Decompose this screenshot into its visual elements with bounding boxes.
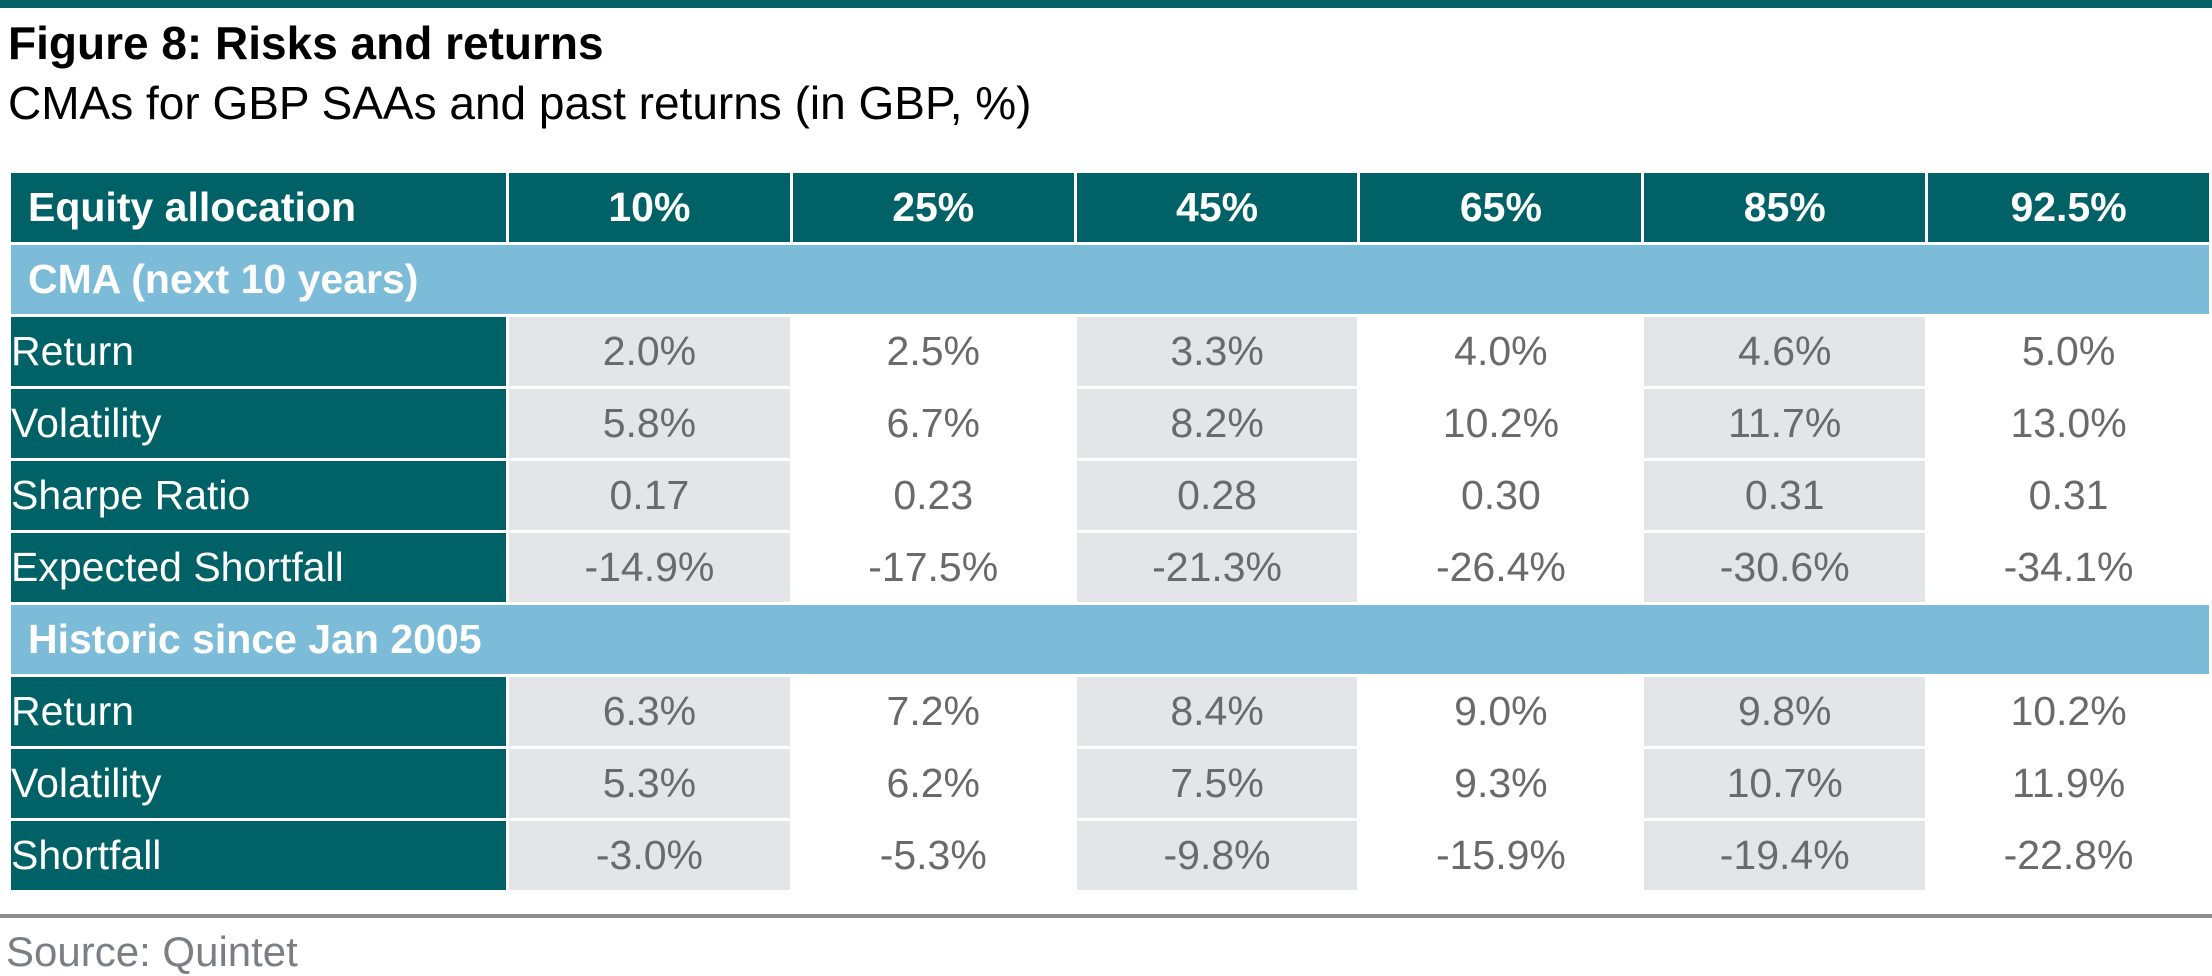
table-row: Expected Shortfall -14.9% -17.5% -21.3% -26.… [11,533,2209,602]
table-row: Return 2.0% 2.5% 3.3% 4.0% 4.6% 5.0% [11,317,2209,386]
value-cell: -21.3% [1076,533,1358,602]
value-cell: 3.3% [1076,317,1358,386]
value-cell: 9.8% [1644,677,1926,746]
section-label: CMA (next 10 years) [11,245,2209,314]
table-row: Sharpe Ratio 0.17 0.23 0.28 0.30 0.31 0.31 [11,461,2209,530]
row-label: Shortfall [11,821,506,890]
value-cell: 0.31 [1928,461,2209,530]
value-cell: 7.5% [1076,749,1358,818]
header-row: Equity allocation 10% 25% 45% 65% 85% 92.5% [11,173,2209,242]
value-cell: 11.9% [1928,749,2209,818]
value-cell: -22.8% [1928,821,2209,890]
header-label-cell: Equity allocation [11,173,506,242]
value-cell: 2.0% [509,317,790,386]
value-cell: 10.2% [1928,677,2209,746]
value-cell: -5.3% [792,821,1074,890]
table-row: Volatility 5.8% 6.7% 8.2% 10.2% 11.7% 13.0% [11,389,2209,458]
value-cell: 5.0% [1928,317,2209,386]
value-cell: -17.5% [792,533,1074,602]
value-cell: 6.7% [792,389,1074,458]
header-allocation-cell: 10% [509,173,790,242]
value-cell: 6.3% [509,677,790,746]
value-cell: 10.7% [1644,749,1926,818]
value-cell: 10.2% [1360,389,1642,458]
value-cell: -26.4% [1360,533,1642,602]
value-cell: 5.8% [509,389,790,458]
value-cell: 5.3% [509,749,790,818]
header-allocation-cell: 65% [1360,173,1642,242]
value-cell: 4.0% [1360,317,1642,386]
table-row: Return 6.3% 7.2% 8.4% 9.0% 9.8% 10.2% [11,677,2209,746]
value-cell: 7.2% [792,677,1074,746]
value-cell: 2.5% [792,317,1074,386]
value-cell: 8.4% [1076,677,1358,746]
table-row: Shortfall -3.0% -5.3% -9.8% -15.9% -19.4% -22.… [11,821,2209,890]
section-header-row: CMA (next 10 years) [11,245,2209,314]
value-cell: 13.0% [1928,389,2209,458]
row-label: Expected Shortfall [11,533,506,602]
figure-title: Figure 8: Risks and returns [8,17,604,69]
section-header-row: Historic since Jan 2005 [11,605,2209,674]
row-label: Volatility [11,389,506,458]
figure-subtitle: CMAs for GBP SAAs and past returns (in G… [8,77,1032,129]
value-cell: -19.4% [1644,821,1926,890]
value-cell: -3.0% [509,821,790,890]
bottom-rule [0,914,2212,918]
value-cell: 0.28 [1076,461,1358,530]
value-cell: 0.23 [792,461,1074,530]
value-cell: 9.3% [1360,749,1642,818]
row-label: Return [11,317,506,386]
value-cell: -30.6% [1644,533,1926,602]
source-note: Source: Quintet [6,928,298,975]
row-label: Sharpe Ratio [11,461,506,530]
value-cell: -9.8% [1076,821,1358,890]
row-label: Volatility [11,749,506,818]
value-cell: 11.7% [1644,389,1926,458]
value-cell: 9.0% [1360,677,1642,746]
header-allocation-cell: 25% [792,173,1074,242]
section-label: Historic since Jan 2005 [11,605,2209,674]
value-cell: 0.17 [509,461,790,530]
value-cell: -15.9% [1360,821,1642,890]
risk-return-table: Equity allocation 10% 25% 45% 65% 85% 92.5% CMA… [8,170,2212,893]
row-label: Return [11,677,506,746]
value-cell: 6.2% [792,749,1074,818]
value-cell: -34.1% [1928,533,2209,602]
value-cell: 4.6% [1644,317,1926,386]
value-cell: 0.30 [1360,461,1642,530]
top-rule [0,0,2212,8]
value-cell: 8.2% [1076,389,1358,458]
header-allocation-cell: 45% [1076,173,1358,242]
header-allocation-cell: 85% [1644,173,1926,242]
table-row: Volatility 5.3% 6.2% 7.5% 9.3% 10.7% 11.9% [11,749,2209,818]
header-allocation-cell: 92.5% [1928,173,2209,242]
table-body: Equity allocation 10% 25% 45% 65% 85% 92.5% CMA… [11,173,2209,890]
value-cell: 0.31 [1644,461,1926,530]
value-cell: -14.9% [509,533,790,602]
